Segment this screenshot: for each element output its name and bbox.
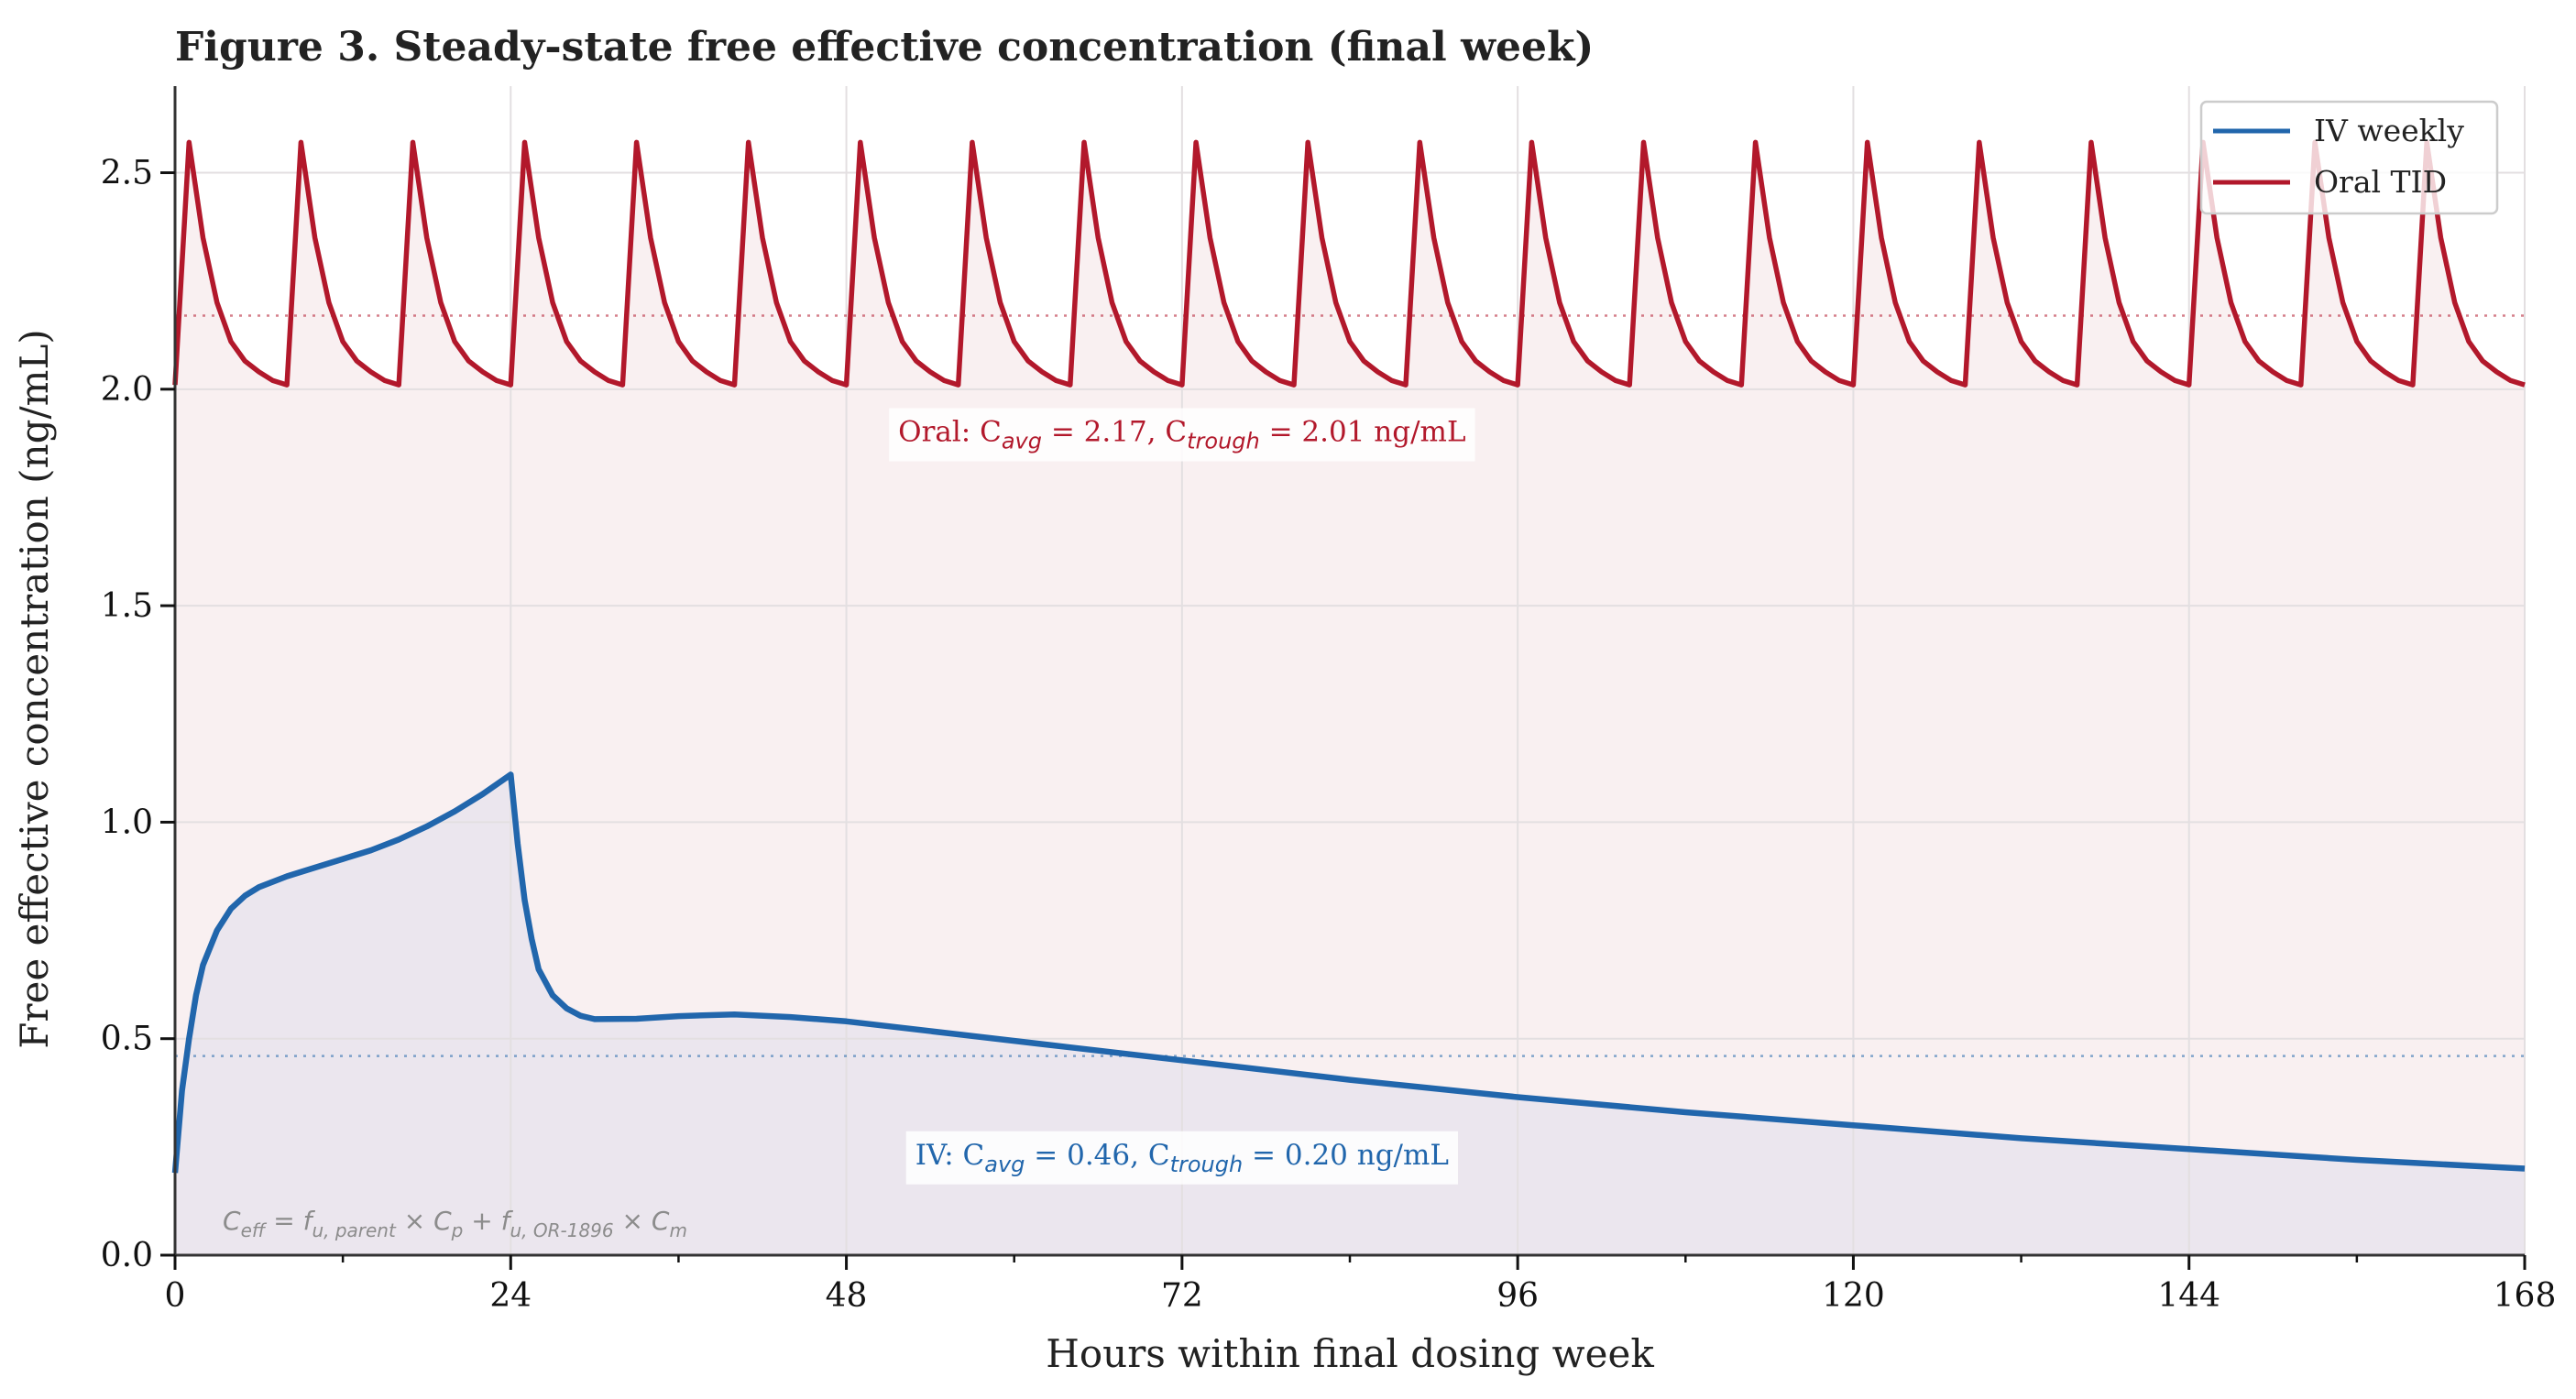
iv-area-fill: [175, 774, 2525, 1255]
annotation-text-part: = 2.01 ng/mL: [1260, 416, 1466, 449]
annotation-subscript: trough: [1170, 1152, 1244, 1177]
annotations: Oral: Cavg = 2.17, Ctrough = 2.01 ng/mLI…: [223, 408, 1475, 1241]
y-tick-label: 2.0: [101, 371, 153, 409]
annotation-subscript: u, parent: [312, 1219, 397, 1241]
chart-title: Figure 3. Steady-state free effective co…: [175, 24, 1594, 71]
oral-tid-line: [172, 139, 2526, 388]
x-tick-label: 48: [826, 1277, 868, 1315]
annotation-text-part: IV: C: [915, 1139, 985, 1172]
annotation-subscript: avg: [1002, 429, 1042, 454]
y-tick-label: 0.0: [101, 1237, 153, 1274]
annotation-text: IV: Cavg = 0.46, Ctrough = 0.20 ng/mL: [915, 1139, 1449, 1177]
x-tick-label: 96: [1496, 1277, 1539, 1315]
y-tick-label: 1.5: [101, 587, 153, 625]
annotation-subscript: m: [669, 1219, 686, 1241]
annotation-subscript: avg: [984, 1152, 1025, 1177]
x-tick-label: 120: [1822, 1277, 1885, 1315]
annotation-text-part: × C: [614, 1206, 670, 1236]
annotation-text-part: = 2.17, C: [1042, 416, 1187, 449]
x-tick-label: 24: [489, 1277, 532, 1315]
iv-summary-annotation: IV: Cavg = 0.46, Ctrough = 0.20 ng/mL: [905, 1131, 1458, 1185]
annotation-text-part: = 0.46, C: [1025, 1139, 1169, 1172]
reference-lines: [175, 314, 2525, 1057]
annotation-text-part: × C: [396, 1206, 452, 1236]
annotation-text-part: C: [223, 1206, 241, 1236]
y-ticks: 0.0 0.5 1.0 1.5 2.0 2.5: [101, 155, 175, 1274]
y-tick-label: 1.0: [101, 803, 153, 841]
x-tick-label: 0: [165, 1277, 186, 1315]
annotation-subscript: p: [451, 1219, 464, 1241]
series-lines: [171, 139, 2526, 1174]
x-tick-label: 72: [1161, 1277, 1203, 1315]
annotation-text: Oral: Cavg = 2.17, Ctrough = 2.01 ng/mL: [898, 416, 1465, 454]
x-ticks: 0 24 48 72 96 120 144 168: [165, 1255, 2557, 1315]
legend-label-iv: IV weekly: [2314, 113, 2464, 148]
annotation-text-part: + f: [463, 1206, 513, 1236]
annotation-subscript: eff: [241, 1219, 268, 1241]
annotation-text-part: = 0.20 ng/mL: [1243, 1139, 1449, 1172]
y-tick-label: 0.5: [101, 1021, 153, 1058]
annotation-subscript: trough: [1187, 429, 1260, 454]
annotation-text-part: Oral: C: [898, 416, 1002, 449]
legend: IV weekly Oral TID: [2199, 100, 2499, 215]
x-tick-label: 144: [2157, 1277, 2220, 1315]
annotation-box: [889, 408, 1475, 462]
oral-area-fill: [175, 142, 2525, 1255]
x-tick-label: 168: [2494, 1277, 2557, 1315]
x-axis-label: Hours within final dosing week: [1046, 1331, 1654, 1376]
y-axis-label: Free effective concentration (ng/mL): [12, 329, 57, 1048]
annotation-subscript: u, OR-1896: [510, 1219, 613, 1241]
annotation-box: [905, 1131, 1458, 1185]
y-tick-label: 2.5: [101, 155, 153, 192]
annotation-text-part: = f: [265, 1206, 315, 1236]
iv-weekly-line: [171, 771, 2526, 1174]
area-fills: [175, 142, 2525, 1255]
oral-summary-annotation: Oral: Cavg = 2.17, Ctrough = 2.01 ng/mL: [889, 408, 1475, 462]
formula-annotation: Ceff = fu, parent × Cp + fu, OR-1896 × C…: [223, 1206, 687, 1241]
legend-label-oral: Oral TID: [2314, 164, 2447, 200]
